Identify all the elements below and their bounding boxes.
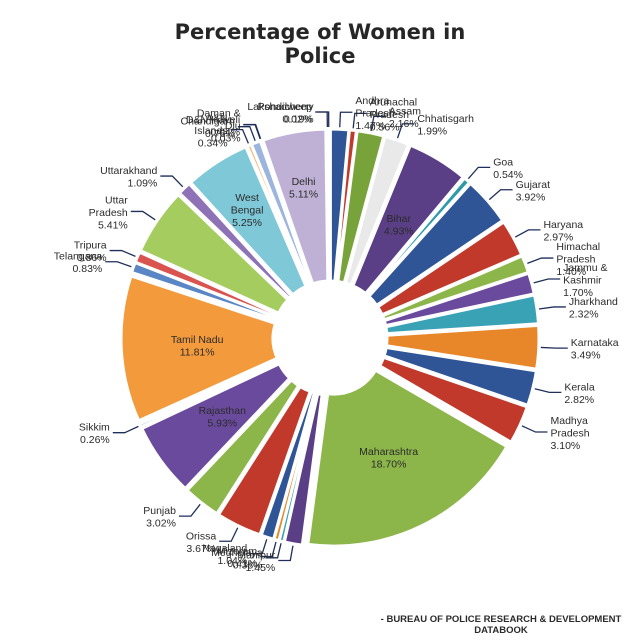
leader-line-andhra-pradesh [339,111,353,128]
slice-label-arunachal-pradesh: Arunachal Pradesh 0.56% [370,96,417,133]
leader-line-chhatisgarh [396,123,415,139]
leader-line-arunachal-pradesh [352,112,367,129]
slice-label-mizoram: Mizoram 0.41% [217,545,258,570]
slice-label-madhya-pradesh: Madhya Pradesh 3.10% [551,415,590,452]
slice-label-tamil-nadu: Tamil Nadu 11.81% [171,334,224,359]
slice-kerala [382,345,539,408]
slice-label-jammu-and-kashmir: Jammu & Kashmir 1.70% [563,262,607,299]
slice-label-aandn-islands: A&N Islands 0.34% [194,113,227,150]
slice-uttarakhand [177,181,294,301]
slice-label-delhi: Delhi 5.11% [289,176,318,201]
slice-label-uttarakhand: Uttarakhand 1.09% [100,165,157,190]
slice-west-bengal [188,144,309,298]
leader-line-gujarat [488,189,513,201]
slice-label-daman-and-diu: Daman & Diu 0.03% [197,108,241,145]
leader-line-punjab [178,503,201,517]
slice-maharashtra [306,368,509,548]
slice-label-meghalaya: Meghalaya 0.38% [211,547,263,572]
slice-jharkhand [384,293,541,336]
slice-label-gujarat: Gujarat 3.92% [516,179,551,204]
slice-label-chhatisgarh: Chhatisgarh 1.99% [417,113,474,138]
leader-line-tripura [109,249,136,257]
slice-label-sikkim: Sikkim 0.26% [79,422,110,447]
leader-line-aandn-islands [230,128,249,144]
slice-sikkim [137,359,281,430]
slice-label-himachal-pradesh: Himachal Pradesh 1.40% [556,241,600,278]
leader-line-haryana [514,229,541,238]
slice-label-jharkhand: Jharkhand 2.32% [569,296,618,321]
leader-line-kerala [534,388,562,394]
leader-line-pondicherry [316,111,330,128]
leader-line-uttarakhand [160,175,184,188]
slice-pondicherry [326,127,332,283]
slice-label-lakshadweep: Lakshadweep 0.02% [247,101,312,126]
slice-gujarat [366,181,505,308]
leader-line-telangana [105,261,132,268]
slice-bihar [350,143,466,296]
slice-delhi [260,127,330,286]
source-credit: - BUREAU OF POLICE RESEARCH & DEVELOPMEN… [380,614,622,636]
slice-label-orissa: Orissa 3.67% [186,530,216,555]
slice-label-assam: Assam 2.16% [389,105,421,130]
leader-line-sikkim [112,425,139,434]
slice-madhya-pradesh [377,355,530,445]
leader-line-meghalaya [265,543,282,559]
slice-label-maharashtra: Maharashtra 18.70% [359,446,418,471]
slice-chhatisgarh [343,134,411,288]
leader-line-jharkhand [538,306,566,310]
leader-line-nagaland [250,539,268,555]
slice-label-andhra-pradesh: Andhra Pradesh 1.47% [355,95,394,132]
leader-line-jammu-and-kashmir [533,278,561,284]
leader-line-karnataka [540,346,568,349]
slice-uttar-pradesh [138,192,291,316]
slice-punjab [184,377,301,516]
slice-label-haryana: Haryana 2.97% [543,219,583,244]
leader-line-daman-and-diu [243,123,262,139]
leader-line-mizoram [260,541,277,558]
slice-label-dandn-haveli: D&N Haveli 0.04% [186,114,240,138]
slice-label-punjab: Punjab 3.02% [143,505,176,530]
slice-label-bihar: Bihar 4.93% [384,213,414,238]
leader-line-madhya-pradesh [521,425,548,433]
slice-label-goa: Goa 0.54% [493,156,523,181]
slice-label-kerala: Kerala 2.82% [564,381,595,406]
slice-label-rajasthan: Rajasthan 5.93% [199,405,246,430]
slice-orissa [216,384,313,537]
slice-label-pondicherry: Pondicherry 0.19% [258,101,315,126]
leader-line-chandigarh [237,126,256,141]
slice-label-manipur: Manipur 1.45% [237,549,275,574]
slice-label-karnataka: Karnataka 3.49% [571,337,619,362]
slice-rajasthan [139,361,292,491]
slice-tamil-nadu [119,274,280,423]
slice-label-uttar-pradesh: Uttar Pradesh 5.41% [89,194,129,231]
slice-label-chandigarh: Chandigarh 0.76% [181,116,235,141]
leader-line-assam [370,115,386,132]
leader-line-goa [467,166,491,180]
leader-line-lakshadweep [315,111,328,128]
leader-line-manipur [278,545,294,562]
slice-label-telangana: Telangana 0.83% [54,251,103,276]
leader-line-orissa [219,527,239,542]
leader-line-uttar-pradesh [130,210,156,221]
slice-tripura [133,250,280,320]
leader-line-himachal-pradesh [527,257,554,264]
slice-label-nagaland: Nagaland 1.04% [202,543,247,568]
slice-label-tripura: Tripura 0.86% [74,240,107,265]
slice-label-west-bengal: West Bengal 5.25% [231,192,264,229]
slice-karnataka [384,323,541,371]
chart-title: Percentage of Women in Police [174,20,466,68]
